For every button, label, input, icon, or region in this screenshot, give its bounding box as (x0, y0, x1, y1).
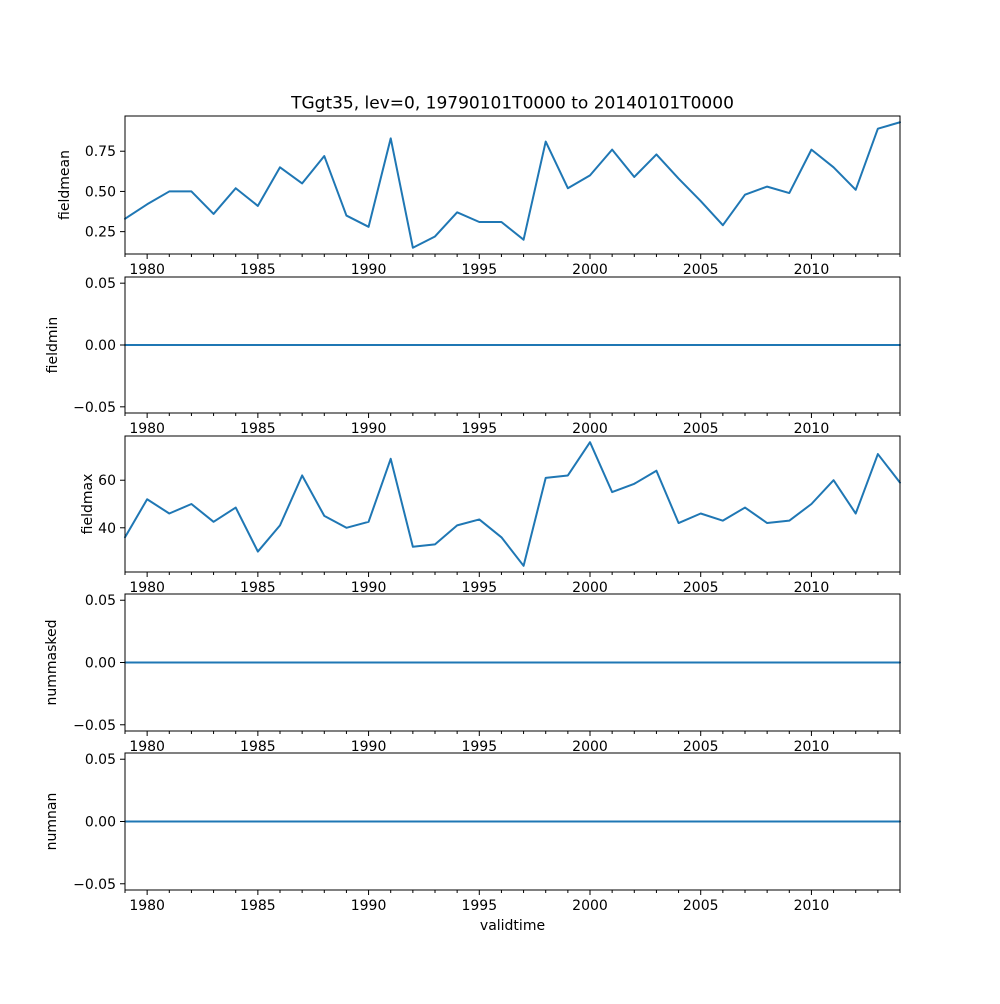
y-tick-label: 0.25 (85, 225, 116, 241)
x-tick-label: 2000 (572, 262, 608, 278)
y-tick-label: 40 (98, 521, 116, 537)
x-tick-label: 1990 (351, 739, 387, 755)
x-tick-label: 1985 (240, 898, 276, 914)
subplot-fieldmin: 1980 1985 1990 1995 2000 2005 2010 −0.05 0.00 0.0… (45, 276, 901, 437)
figure-title: TGgt35, lev=0, 19790101T0000 to 20140101… (290, 94, 734, 114)
subplot-fieldmean: 1980 1985 1990 1995 2000 2005 2010 0.25 0.50 0.75… (57, 115, 901, 278)
series-line-fieldmax (124, 441, 901, 567)
series-line-fieldmean (124, 121, 901, 249)
plot-frame (124, 435, 901, 573)
y-tick-label: 0.00 (85, 815, 116, 831)
x-tick-label: 2010 (794, 262, 830, 278)
x-tick-label: 2000 (572, 898, 608, 914)
x-tick-label: 1990 (351, 421, 387, 437)
x-tick-label: 2000 (572, 421, 608, 437)
x-tick-label: 2010 (794, 421, 830, 437)
x-tick-label: 1995 (461, 739, 497, 755)
x-tick-label: 2010 (794, 739, 830, 755)
x-tick-label: 2000 (572, 580, 608, 596)
y-tick-label: −0.05 (73, 400, 116, 416)
y-tick-label: 0.00 (85, 656, 116, 672)
x-tick-label: 1995 (461, 580, 497, 596)
subplot-nummasked: 1980 1985 1990 1995 2000 2005 2010 −0.05 0.00 0.0… (44, 593, 901, 755)
x-tick-label: 2005 (683, 262, 719, 278)
y-axis-label-fieldmax: fieldmax (80, 474, 96, 535)
y-tick-label: 0.75 (85, 144, 116, 160)
subplot-numnan: 1980 1985 1990 1995 2000 2005 2010 −0.05 0.00 0.0… (44, 752, 901, 914)
x-tick-label: 1980 (129, 898, 165, 914)
x-tick-label: 1985 (240, 739, 276, 755)
x-tick-label: 2005 (683, 898, 719, 914)
y-axis-label-numnan: numnan (44, 793, 60, 851)
y-axis-label-nummasked: nummasked (44, 619, 60, 705)
y-tick-label: 0.05 (85, 276, 116, 292)
x-tick-label: 1980 (129, 262, 165, 278)
plot-frame (124, 115, 901, 255)
x-tick-label: 2010 (794, 580, 830, 596)
y-axis-label-fieldmin: fieldmin (45, 317, 61, 374)
subplot-area: 1980 1985 1990 1995 2000 2005 2010 0.25 0.50 0.75… (44, 115, 901, 914)
x-tick-label: 2005 (683, 580, 719, 596)
x-tick-label: 1995 (461, 421, 497, 437)
y-tick-label: 0.00 (85, 338, 116, 354)
x-tick-label: 1985 (240, 262, 276, 278)
x-tick-label: 1985 (240, 580, 276, 596)
y-tick-label: 0.05 (85, 593, 116, 609)
y-tick-label: 0.50 (85, 184, 116, 200)
x-tick-label: 2000 (572, 739, 608, 755)
x-tick-label: 1980 (129, 580, 165, 596)
x-tick-label: 2005 (683, 739, 719, 755)
x-tick-label: 1990 (351, 898, 387, 914)
x-tick-label: 1990 (351, 262, 387, 278)
x-tick-label: 1980 (129, 421, 165, 437)
x-tick-label: 1990 (351, 580, 387, 596)
y-axis-label-fieldmean: fieldmean (57, 150, 73, 220)
x-tick-label: 1995 (461, 262, 497, 278)
x-tick-label: 1980 (129, 739, 165, 755)
y-tick-label: −0.05 (73, 877, 116, 893)
y-tick-label: 0.05 (85, 752, 116, 768)
y-tick-label: 60 (98, 473, 116, 489)
x-tick-label: 1995 (461, 898, 497, 914)
x-tick-label: 1985 (240, 421, 276, 437)
x-tick-label: 2005 (683, 421, 719, 437)
x-axis-label: validtime (480, 918, 545, 934)
y-tick-label: −0.05 (73, 718, 116, 734)
x-tick-label: 2010 (794, 898, 830, 914)
